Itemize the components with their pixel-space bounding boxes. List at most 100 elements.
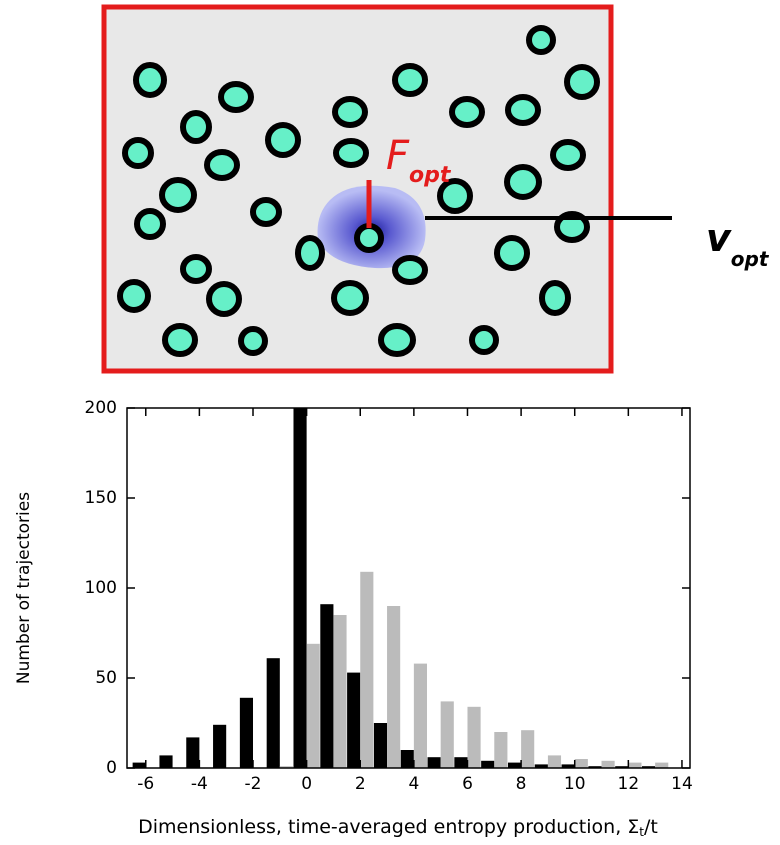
particle	[122, 137, 154, 169]
particle	[117, 279, 151, 313]
x-tick-label: 0	[301, 774, 312, 794]
bar	[628, 762, 642, 768]
x-tick-label: 8	[516, 774, 527, 794]
particles	[117, 25, 600, 357]
bar	[132, 762, 146, 768]
particle	[295, 235, 325, 271]
particle	[331, 280, 369, 316]
x-tick-label: -4	[191, 774, 208, 794]
particle	[494, 235, 530, 271]
bar	[360, 571, 374, 768]
x-axis-label: Dimensionless, time-averaged entropy pro…	[138, 816, 658, 839]
bar	[387, 606, 401, 768]
y-tick-label: 100	[85, 578, 117, 598]
bar	[588, 766, 602, 768]
y-tick-label: 50	[95, 668, 117, 688]
particle	[392, 255, 428, 285]
bar	[239, 697, 254, 768]
bar	[615, 766, 629, 768]
particle	[539, 280, 571, 316]
bar	[306, 643, 320, 768]
bar	[601, 760, 615, 768]
particle	[564, 64, 600, 100]
bar	[574, 759, 588, 768]
y-tick-label: 0	[106, 758, 117, 778]
particle	[238, 326, 268, 356]
particle	[437, 178, 473, 214]
bar	[186, 737, 200, 768]
plot-frame	[126, 407, 691, 769]
particle	[333, 138, 369, 168]
particle	[218, 81, 254, 113]
bar	[521, 730, 535, 768]
bar	[347, 672, 361, 768]
bar	[159, 755, 173, 768]
particle	[378, 323, 416, 357]
particle	[554, 211, 590, 243]
x-tick-label: 10	[564, 774, 586, 794]
bar	[266, 658, 280, 768]
particle	[332, 96, 368, 128]
particle	[180, 254, 212, 284]
force-label: Fopt	[386, 133, 452, 188]
bar	[213, 724, 227, 768]
velocity-symbol: v	[706, 216, 732, 260]
particle	[162, 323, 198, 357]
particle	[180, 110, 212, 144]
particle	[469, 325, 499, 355]
particle	[133, 62, 167, 98]
diagram: Fopt vopt	[101, 4, 770, 374]
bar	[454, 757, 468, 768]
particle	[526, 25, 556, 55]
velocity-label: vopt	[706, 216, 770, 271]
x-tick-label: 12	[618, 774, 640, 794]
x-axis-label-suffix: /t	[644, 816, 658, 838]
particle	[354, 223, 384, 253]
bar	[534, 764, 548, 768]
y-axis-label: Number of trajectories	[14, 492, 34, 684]
velocity-subscript: opt	[731, 247, 770, 271]
x-tick-label: 4	[408, 774, 419, 794]
particle	[550, 139, 586, 171]
particle	[204, 149, 240, 181]
particle	[159, 177, 197, 213]
particle	[505, 94, 541, 126]
bar	[427, 757, 441, 768]
bar	[320, 604, 334, 768]
force-subscript: opt	[409, 163, 452, 188]
bar	[279, 766, 293, 768]
chart: Number of trajectories Dimensionless, ti…	[14, 398, 693, 839]
particle	[392, 63, 428, 97]
particle	[449, 96, 485, 128]
bar	[333, 615, 347, 768]
particle	[250, 197, 282, 227]
x-tick-label: -6	[137, 774, 154, 794]
bar	[481, 760, 495, 768]
x-axis-label-text: Dimensionless, time-averaged entropy pro…	[138, 816, 639, 838]
bar	[547, 755, 562, 768]
x-tick-label: 2	[355, 774, 366, 794]
particle	[504, 164, 542, 200]
bar	[293, 408, 307, 768]
x-tick-label: 6	[462, 774, 473, 794]
particle	[206, 281, 242, 317]
bar	[467, 706, 481, 768]
bar	[373, 723, 388, 768]
x-axis-label-subscript: t	[639, 825, 644, 839]
bar	[440, 701, 454, 768]
bar	[642, 766, 656, 768]
bar	[561, 764, 575, 768]
x-tick-label: -2	[245, 774, 262, 794]
force-symbol: F	[386, 133, 410, 179]
particle	[265, 122, 301, 158]
particle	[134, 208, 166, 240]
bar	[400, 750, 414, 768]
y-tick-label: 200	[85, 398, 117, 418]
bar	[494, 732, 508, 768]
y-tick-label: 150	[85, 488, 117, 508]
bar	[655, 762, 669, 768]
bar	[413, 663, 427, 768]
bar	[507, 762, 522, 768]
x-tick-label: 14	[671, 774, 693, 794]
